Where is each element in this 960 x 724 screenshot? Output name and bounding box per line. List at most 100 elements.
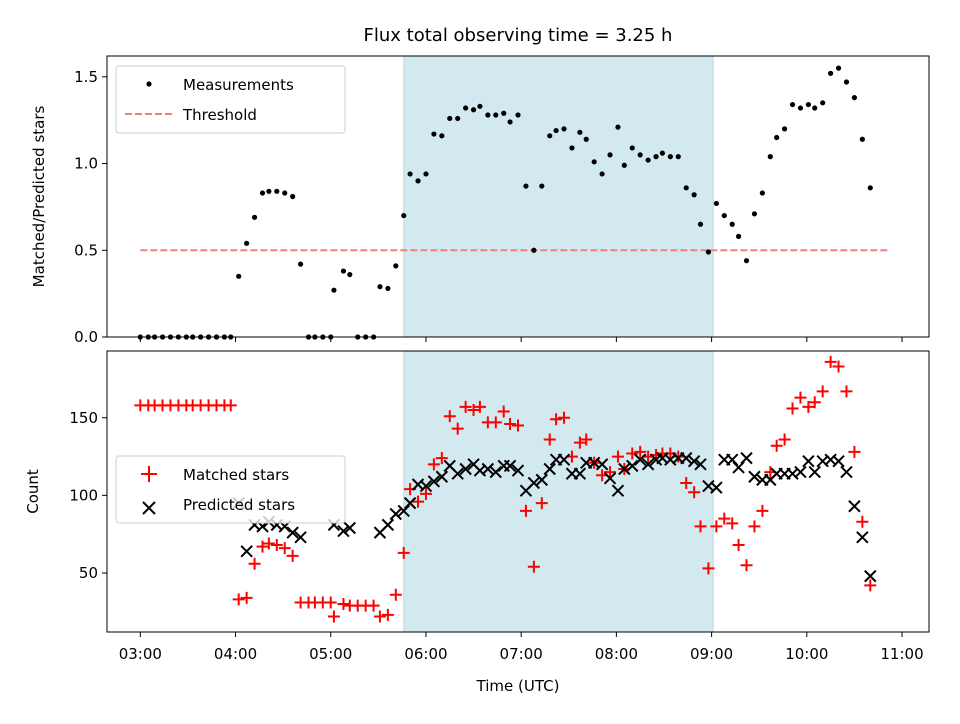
matched-star-point <box>710 520 723 533</box>
measurement-point <box>501 110 507 116</box>
matched-star-point <box>770 439 783 452</box>
predicted-star-point <box>389 507 403 521</box>
measurement-point <box>531 247 537 253</box>
predicted-star-point <box>489 465 502 479</box>
measurement-point <box>290 193 296 200</box>
predicted-star-point <box>240 545 253 558</box>
top-y-axis-label: Matched/Predicted stars <box>30 106 48 288</box>
matched-star-point <box>748 520 761 533</box>
measurement-point <box>385 285 391 292</box>
matched-star-point <box>778 433 791 446</box>
measurement-point <box>789 101 796 108</box>
matched-star-point <box>740 559 753 572</box>
measurement-point <box>667 154 673 160</box>
predicted-star-point <box>427 475 441 488</box>
predicted-star-point <box>856 531 869 544</box>
measurement-point <box>569 145 575 151</box>
legend-predicted-label: Predicted stars <box>183 496 295 514</box>
matched-star-point <box>848 445 861 458</box>
bottom-plot-frame <box>106 350 930 633</box>
top-legend-box <box>115 65 346 134</box>
matched-star-point <box>864 579 877 592</box>
predicted-star-point <box>641 458 655 471</box>
matched-star-point <box>832 360 845 373</box>
legend-threshold-label: Threshold <box>182 106 257 124</box>
legend-predicted-marker <box>142 501 156 515</box>
matched-star-point <box>286 549 299 562</box>
x-tick-label: 10:00 <box>785 645 828 663</box>
measurement-point <box>653 154 659 160</box>
measurement-point <box>797 105 804 111</box>
x-tick-label: 07:00 <box>500 645 543 663</box>
matched-star-point <box>381 608 394 621</box>
matched-star-point <box>604 466 617 479</box>
matched-star-point <box>451 422 464 435</box>
measurement-point <box>477 103 483 109</box>
matched-star-point <box>256 540 269 553</box>
predicted-star-point <box>419 479 433 493</box>
predicted-star-point <box>611 484 625 497</box>
predicted-star-point <box>397 504 410 518</box>
predicted-star-point <box>573 467 587 480</box>
measurement-point <box>463 105 469 111</box>
x-tick-label: 06:00 <box>404 645 447 663</box>
matched-star-point <box>512 419 524 432</box>
predicted-star-point <box>748 470 761 483</box>
legend-measurements-marker <box>146 81 152 87</box>
matched-star-point <box>680 476 693 489</box>
predicted-star-point <box>633 453 647 466</box>
predicted-star-point <box>864 569 877 583</box>
predicted-star-point <box>286 526 299 539</box>
predicted-star-point <box>381 518 395 532</box>
matched-star-point <box>504 417 517 430</box>
predicted-star-point <box>626 459 639 473</box>
matched-star-point <box>232 593 245 606</box>
top-legend: Measurements Threshold <box>115 65 346 134</box>
matched-star-point <box>794 391 807 404</box>
x-tick-label: 03:00 <box>119 645 162 663</box>
matched-star-point <box>324 596 337 609</box>
measurement-point <box>515 112 521 118</box>
legend-measurements-label: Measurements <box>183 76 294 94</box>
measurement-point <box>735 233 742 239</box>
measurement-point <box>583 136 589 142</box>
measurement-point <box>523 183 529 189</box>
matched-star-point <box>808 396 821 409</box>
predicted-star-point <box>802 455 815 468</box>
measurement-point <box>485 112 491 118</box>
matched-star-point <box>535 497 548 510</box>
predicted-star-point <box>794 465 807 479</box>
matched-star-point <box>427 458 440 471</box>
measurement-point <box>851 95 858 101</box>
matched-star-point <box>543 433 556 446</box>
measurement-point <box>577 129 583 135</box>
measurement-point <box>781 126 788 132</box>
x-tick-label: 04:00 <box>214 645 257 663</box>
matched-star-point <box>802 400 815 413</box>
observing-window-shade-bottom <box>403 350 714 633</box>
measurement-point <box>615 124 621 130</box>
predicted-star-point <box>603 472 617 485</box>
predicted-star-point <box>618 462 631 476</box>
measurement-point <box>244 240 250 246</box>
measurement-point <box>340 268 347 274</box>
top-panel: 0.0 0.5 1.0 1.5 Matched/Predicted stars Mea… <box>30 55 930 346</box>
top-plot-frame <box>106 55 930 338</box>
predicted-star-point <box>557 453 571 466</box>
measurement-point <box>547 133 553 139</box>
bottom-y-axis-label: Count <box>24 469 42 514</box>
measurement-point <box>331 287 337 293</box>
measurement-point <box>266 188 272 194</box>
measurement-point <box>297 261 304 267</box>
measurement-point <box>659 150 666 156</box>
predicted-star-point <box>595 458 609 471</box>
measurement-point <box>539 183 545 189</box>
y-tick-label: 150 <box>69 409 98 427</box>
measurement-point <box>828 70 834 76</box>
matched-star-point <box>634 445 647 458</box>
bottom-legend-box <box>115 455 346 524</box>
measurement-point <box>423 171 429 177</box>
matched-star-point <box>327 610 340 623</box>
matched-star-point <box>224 399 237 412</box>
predicted-star-point <box>808 465 821 479</box>
